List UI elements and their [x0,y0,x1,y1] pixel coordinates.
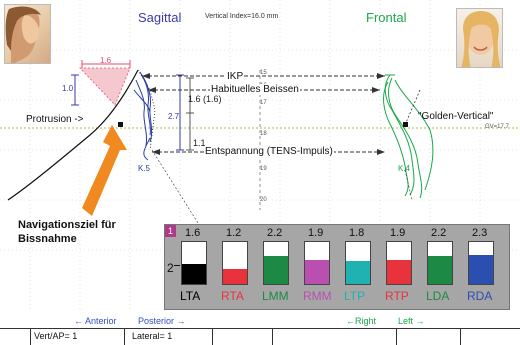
right-label: ←Right [346,316,377,326]
vert-ap-readout: Vert/AP= 1 [34,331,78,341]
navigation-arrow [82,125,127,216]
muscle-label: LTA [180,289,201,303]
muscle-bar [263,241,289,285]
lateral-readout: Lateral= 1 [132,331,173,341]
muscle-label: RTA [221,289,244,303]
sagittal-blue-trace [133,71,153,161]
muscle-label: RDA [467,289,493,303]
scale-tick: 15 [260,70,267,76]
muscle-label: LTP [344,289,366,303]
muscle-label: LMM [262,289,289,303]
golden-vertical-label: "Golden-Vertical" [418,111,494,122]
frontal-title: Frontal [366,10,407,25]
muscle-value: 2.2 [431,227,447,239]
muscle-bar-fill [387,260,411,284]
vertical-index-label: Vertical Index=16.0 mm [205,13,279,20]
protrusion-label: Protrusion -> [26,114,84,125]
muscle-bar-fill [346,261,370,284]
muscle-value: 2.2 [267,227,283,239]
scale-tick: 19 [260,166,267,172]
muscle-value: 1.9 [390,227,406,239]
muscle-bar [345,241,371,285]
sagittal-title: Sagittal [138,10,182,25]
muscle-bar-fill [428,256,452,284]
right-height-value-2: 1.1 [193,138,206,148]
muscle-bar-fill [182,264,206,284]
scale-tick: 17 [260,100,267,106]
panel-axis-mark: 2 [167,261,174,275]
protrusion-triangle [79,67,131,106]
muscle-value: 2.3 [472,227,488,239]
mid-height-value: 2.7 [168,112,180,121]
k4-label: K.4 [398,164,411,173]
emg-bar-panel: 1 2 1.6 LTA 1.2 RTA 2.2 LMM 1.9 RMM 1.8 LTP 1.9 RTP… [164,224,510,310]
sagittal-black-trace [7,69,139,201]
status-footer: ← Anterior Posterior → ←Right Left → Ver… [0,312,520,345]
k5-label: K.5 [138,164,151,173]
frontal-face-photo [456,8,503,68]
sagittal-face-photo [4,4,51,64]
anterior-label: ← Anterior [74,316,117,326]
muscle-bar [427,241,453,285]
posterior-label: Posterior → [138,316,186,326]
left-label: Left → [398,316,425,326]
top-width-value: 1.6 [100,56,112,65]
panel-index-badge[interactable]: 1 [165,225,176,237]
muscle-value: 1.6 [185,227,201,239]
frontal-green-trace [383,74,434,199]
muscle-label: RTP [385,289,409,303]
entspannung-label: Entspannung (TENS-Impuls) [204,146,334,157]
navigation-target-label: Navigationsziel für Bissnahme [18,219,116,245]
left-height-value: 1.0 [62,84,74,93]
muscle-bar [222,241,248,285]
gv-value-label: GV=17.7 [485,124,509,130]
muscle-bar-fill [223,269,247,284]
right-height-value-1: 1.6 (1.6) [188,94,222,104]
muscle-label: RMM [303,289,332,303]
muscle-bar [304,241,330,285]
muscle-value: 1.9 [308,227,324,239]
muscle-value: 1.2 [226,227,242,239]
muscle-bar [181,241,207,285]
muscle-value: 1.8 [349,227,365,239]
muscle-bar-fill [305,260,329,284]
muscle-label: LDA [426,289,450,303]
muscle-bar [386,241,412,285]
muscle-bar-fill [264,256,288,284]
scale-tick: 20 [260,197,267,203]
scale-tick: 18 [260,131,267,137]
habit-label: Habituelles Beissen [210,84,300,95]
muscle-bar [468,241,494,285]
ikp-label: IKP [226,71,245,82]
muscle-bar-fill [469,255,493,284]
